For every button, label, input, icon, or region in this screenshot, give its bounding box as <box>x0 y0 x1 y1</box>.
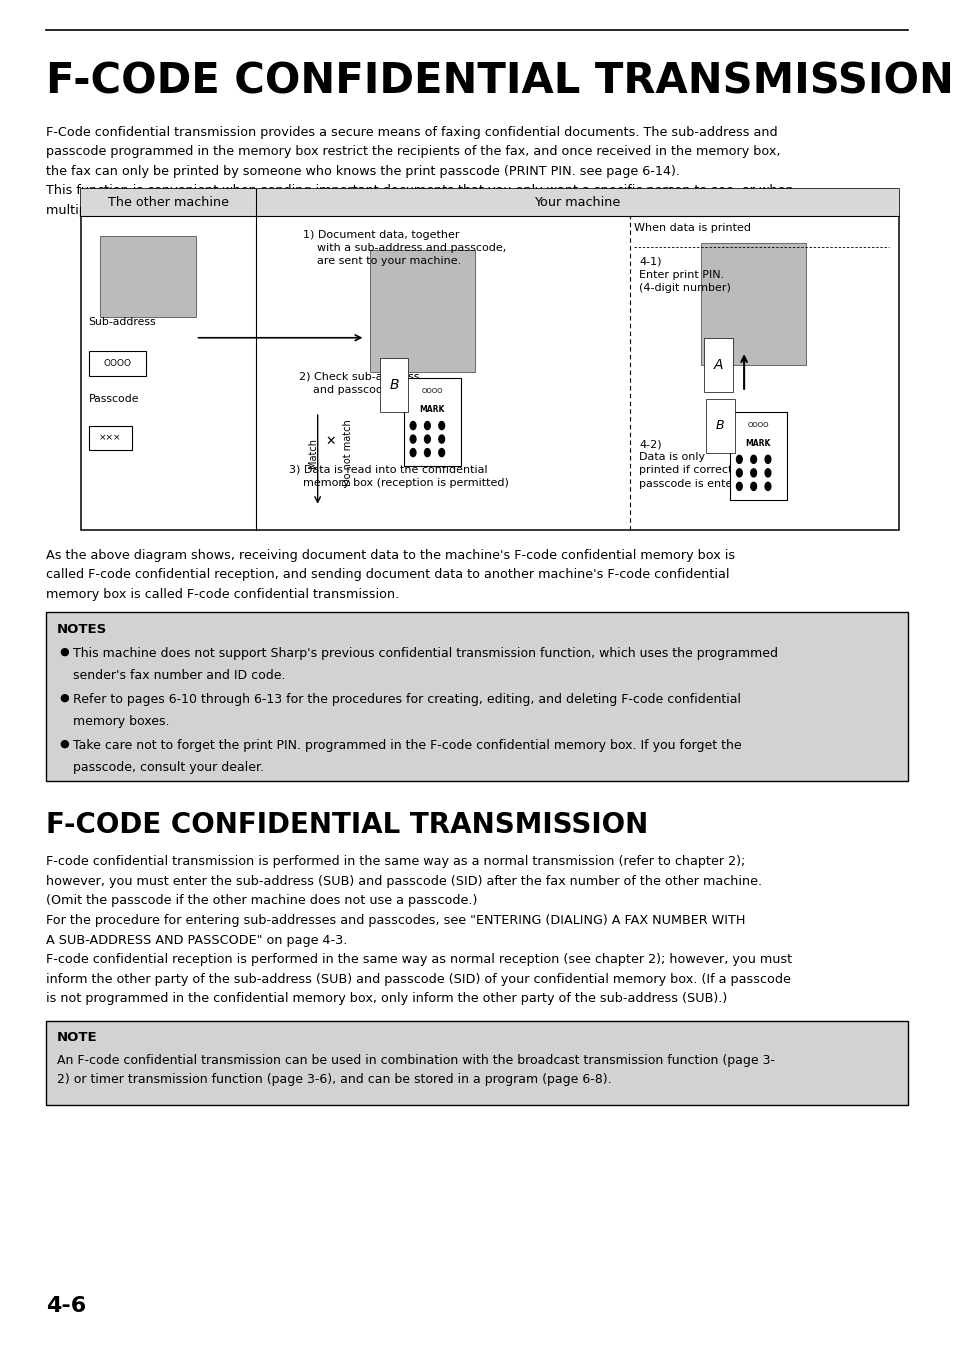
Text: ●: ● <box>59 739 69 748</box>
Text: When data is printed: When data is printed <box>634 223 751 232</box>
Text: (Omit the passcode if the other machine does not use a passcode.): (Omit the passcode if the other machine … <box>46 894 476 908</box>
Text: OOOO: OOOO <box>747 422 768 427</box>
Bar <box>89 351 146 376</box>
Text: 4-2)
Data is only
printed if correct
passcode is entered.: 4-2) Data is only printed if correct pas… <box>639 439 754 489</box>
Bar <box>729 412 786 500</box>
Text: As the above diagram shows, receiving document data to the machine's F-code conf: As the above diagram shows, receiving do… <box>46 549 734 562</box>
Text: F-code confidential transmission is performed in the same way as a normal transm: F-code confidential transmission is perf… <box>46 855 744 869</box>
Bar <box>403 378 460 466</box>
Bar <box>703 338 732 392</box>
Bar <box>100 236 195 317</box>
Circle shape <box>764 469 770 477</box>
Text: F-Code confidential transmission provides a secure means of faxing confidential : F-Code confidential transmission provide… <box>46 126 777 139</box>
Bar <box>46 612 907 781</box>
Text: A: A <box>713 358 722 372</box>
Bar <box>379 358 408 412</box>
Text: called F-code confidential reception, and sending document data to another machi: called F-code confidential reception, an… <box>46 567 728 581</box>
Circle shape <box>424 422 430 430</box>
Bar <box>700 243 805 365</box>
Circle shape <box>750 482 756 490</box>
Text: passcode programmed in the memory box restrict the recipients of the fax, and on: passcode programmed in the memory box re… <box>46 145 780 158</box>
Text: Sub-address: Sub-address <box>89 317 156 327</box>
Text: NOTE: NOTE <box>57 1031 98 1044</box>
Text: however, you must enter the sub-address (SUB) and passcode (SID) after the fax n: however, you must enter the sub-address … <box>46 875 761 888</box>
Bar <box>46 1021 907 1105</box>
Circle shape <box>750 469 756 477</box>
Circle shape <box>438 449 444 457</box>
Text: is not programmed in the confidential memory box, only inform the other party of: is not programmed in the confidential me… <box>46 993 726 1005</box>
Circle shape <box>424 435 430 443</box>
Text: For the procedure for entering sub-addresses and passcodes, see "ENTERING (DIALI: For the procedure for entering sub-addre… <box>46 915 744 927</box>
Text: A SUB-ADDRESS AND PASSCODE" on page 4-3.: A SUB-ADDRESS AND PASSCODE" on page 4-3. <box>46 934 347 947</box>
Text: NOTES: NOTES <box>57 623 108 636</box>
Text: 4-1)
Enter print PIN.
(4-digit number): 4-1) Enter print PIN. (4-digit number) <box>639 257 730 293</box>
Circle shape <box>736 455 741 463</box>
Text: MARK: MARK <box>419 405 444 415</box>
Circle shape <box>410 435 416 443</box>
Text: F-CODE CONFIDENTIAL TRANSMISSION: F-CODE CONFIDENTIAL TRANSMISSION <box>46 811 647 839</box>
Text: This function is convenient when sending important documents that you only want : This function is convenient when sending… <box>46 184 793 197</box>
Text: OOOO: OOOO <box>103 359 132 367</box>
Text: B: B <box>715 419 724 432</box>
Text: ×××: ××× <box>98 434 121 442</box>
Text: Your machine: Your machine <box>534 196 619 209</box>
Text: F-code confidential reception is performed in the same way as normal reception (: F-code confidential reception is perform… <box>46 954 791 966</box>
Text: 3) Data is read into the confidential
    memory box (reception is permitted): 3) Data is read into the confidential me… <box>289 465 508 488</box>
Text: The other machine: The other machine <box>108 196 229 209</box>
Circle shape <box>424 449 430 457</box>
Text: the fax can only be printed by someone who knows the print passcode (PRINT PIN. : the fax can only be printed by someone w… <box>46 165 679 178</box>
Text: B: B <box>389 378 398 392</box>
Text: Do not match: Do not match <box>343 419 353 486</box>
Circle shape <box>438 435 444 443</box>
Circle shape <box>750 455 756 463</box>
Circle shape <box>410 422 416 430</box>
Text: inform the other party of the sub-address (SUB) and passcode (SID) of your confi: inform the other party of the sub-addres… <box>46 973 790 986</box>
Text: F-CODE CONFIDENTIAL TRANSMISSION: F-CODE CONFIDENTIAL TRANSMISSION <box>46 61 953 103</box>
Text: MARK: MARK <box>745 439 770 449</box>
Text: This machine does not support Sharp's previous confidential transmission functio: This machine does not support Sharp's pr… <box>72 647 777 661</box>
Circle shape <box>410 449 416 457</box>
Text: 1) Document data, together
    with a sub-address and passcode,
    are sent to : 1) Document data, together with a sub-ad… <box>303 230 506 266</box>
Text: ●: ● <box>59 647 69 657</box>
Text: ✕: ✕ <box>325 435 336 449</box>
Text: memory boxes.: memory boxes. <box>72 715 169 728</box>
Circle shape <box>764 455 770 463</box>
Text: memory box is called F-code confidential transmission.: memory box is called F-code confidential… <box>46 588 398 601</box>
Circle shape <box>736 469 741 477</box>
Bar <box>81 189 898 530</box>
Text: 2) Check sub-address
    and passcode: 2) Check sub-address and passcode <box>298 372 418 394</box>
Text: Take care not to forget the print PIN. programmed in the F-code confidential mem: Take care not to forget the print PIN. p… <box>72 739 740 753</box>
Circle shape <box>764 482 770 490</box>
Text: multiple departments share a single fax machine.: multiple departments share a single fax … <box>46 204 365 218</box>
Circle shape <box>438 422 444 430</box>
Bar <box>89 426 132 450</box>
Text: sender's fax number and ID code.: sender's fax number and ID code. <box>72 669 285 682</box>
Text: ●: ● <box>59 693 69 703</box>
Text: 2) or timer transmission function (page 3-6), and can be stored in a program (pa: 2) or timer transmission function (page … <box>57 1073 611 1086</box>
Circle shape <box>736 482 741 490</box>
Text: Passcode: Passcode <box>89 394 139 404</box>
Text: Refer to pages 6-10 through 6-13 for the procedures for creating, editing, and d: Refer to pages 6-10 through 6-13 for the… <box>72 693 740 707</box>
Text: 4-6: 4-6 <box>46 1296 86 1316</box>
Bar <box>81 189 898 216</box>
Text: passcode, consult your dealer.: passcode, consult your dealer. <box>72 761 263 774</box>
Text: An F-code confidential transmission can be used in combination with the broadcas: An F-code confidential transmission can … <box>57 1054 775 1067</box>
Bar <box>370 250 475 372</box>
Bar <box>705 399 734 453</box>
Text: Match: Match <box>308 438 317 467</box>
Text: OOOO: OOOO <box>421 388 442 393</box>
